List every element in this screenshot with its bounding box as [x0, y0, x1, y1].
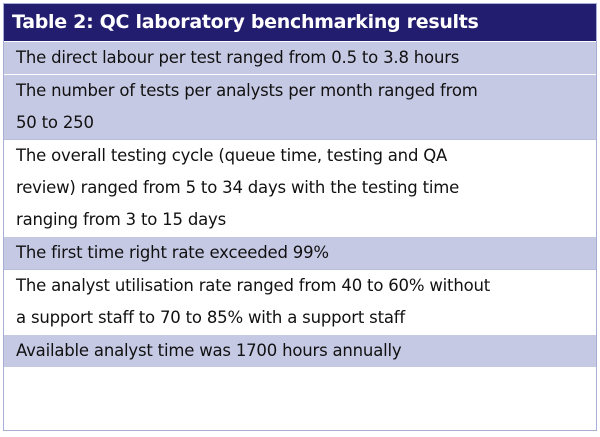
row-text: review) ranged from 5 to 34 days with th… — [16, 178, 460, 197]
table-row: The number of tests per analysts per mon… — [4, 74, 596, 139]
row-text: The first time right rate exceeded 99% — [16, 243, 329, 262]
row-text: The number of tests per analysts per mon… — [16, 81, 478, 100]
table-row: Available analyst time was 1700 hours an… — [4, 334, 596, 367]
row-text: a support staff to 70 to 85% with a supp… — [16, 308, 405, 327]
row-text: Available analyst time was 1700 hours an… — [16, 341, 402, 360]
table-row: The direct labour per test ranged from 0… — [4, 41, 596, 74]
row-text: 50 to 250 — [16, 113, 94, 132]
table-row: The analyst utilisation rate ranged from… — [4, 269, 596, 334]
row-text: ranging from 3 to 15 days — [16, 210, 226, 229]
row-text: The overall testing cycle (queue time, t… — [16, 146, 448, 165]
table-title: Table 2: QC laboratory benchmarking resu… — [4, 4, 596, 41]
table-row: The overall testing cycle (queue time, t… — [4, 139, 596, 236]
row-text: The analyst utilisation rate ranged from… — [16, 276, 491, 295]
row-text: The direct labour per test ranged from 0… — [16, 48, 460, 67]
table-row: The first time right rate exceeded 99% — [4, 236, 596, 269]
benchmark-table: Table 2: QC laboratory benchmarking resu… — [3, 3, 597, 431]
